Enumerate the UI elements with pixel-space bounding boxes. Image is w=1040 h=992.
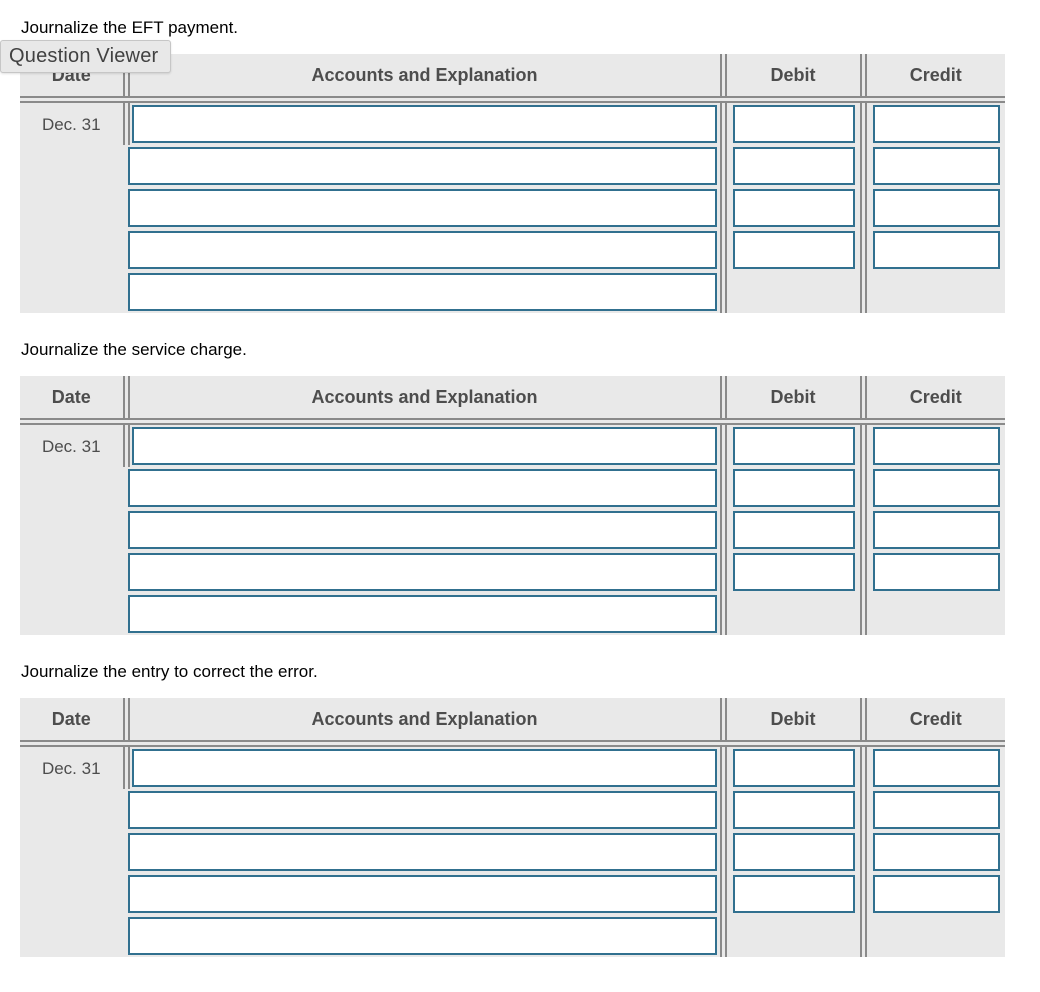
- explanation-input[interactable]: [128, 917, 717, 955]
- question-viewer-tooltip: Question Viewer: [0, 40, 172, 73]
- column-header-date: Date: [20, 698, 126, 747]
- debit-input[interactable]: [732, 105, 855, 143]
- empty-credit-cell: [859, 915, 1005, 957]
- empty-debit-cell: [719, 271, 863, 313]
- empty-credit-cell: [859, 271, 1005, 313]
- credit-input[interactable]: [872, 231, 1000, 269]
- empty-credit-cell: [859, 593, 1005, 635]
- credit-input[interactable]: [872, 189, 1000, 227]
- accounts-input[interactable]: [128, 833, 717, 871]
- credit-input[interactable]: [872, 105, 1000, 143]
- empty-debit-cell: [719, 915, 863, 957]
- accounts-input[interactable]: [128, 469, 717, 507]
- debit-input[interactable]: [732, 147, 855, 185]
- credit-input[interactable]: [872, 553, 1000, 591]
- section-title-service-charge: Journalize the service charge.: [21, 340, 247, 359]
- accounts-input[interactable]: [128, 231, 717, 269]
- column-header-credit: Credit: [859, 698, 1005, 747]
- journal-row: [20, 467, 1005, 509]
- column-header-accounts: Accounts and Explanation: [122, 698, 723, 747]
- journal-row: [20, 551, 1005, 593]
- column-header-credit: Credit: [859, 54, 1005, 103]
- journal-row: Dec. 31: [20, 421, 1005, 467]
- accounts-input[interactable]: [128, 147, 717, 185]
- column-header-debit: Debit: [719, 698, 863, 747]
- column-header-date: Date: [20, 376, 126, 425]
- journal-table-service-charge: Date Accounts and Explanation Debit Cred…: [20, 376, 1005, 635]
- journal-table-eft-payment: Date Accounts and Explanation Debit Cred…: [20, 54, 1005, 313]
- credit-input[interactable]: [872, 875, 1000, 913]
- debit-input[interactable]: [732, 791, 855, 829]
- credit-input[interactable]: [872, 791, 1000, 829]
- accounts-input[interactable]: [131, 105, 717, 143]
- date-cell: Dec. 31: [41, 115, 101, 134]
- journal-row: [20, 187, 1005, 229]
- explanation-input[interactable]: [128, 273, 717, 311]
- column-header-debit: Debit: [719, 376, 863, 425]
- credit-input[interactable]: [872, 749, 1000, 787]
- journal-row: [20, 509, 1005, 551]
- journal-row: [20, 873, 1005, 915]
- credit-input[interactable]: [872, 147, 1000, 185]
- credit-input[interactable]: [872, 427, 1000, 465]
- journal-row: [20, 831, 1005, 873]
- journal-explanation-row: [20, 271, 1005, 313]
- debit-input[interactable]: [732, 833, 855, 871]
- accounts-input[interactable]: [128, 511, 717, 549]
- accounts-input[interactable]: [131, 749, 717, 787]
- journal-row: Dec. 31: [20, 99, 1005, 145]
- accounts-input[interactable]: [128, 791, 717, 829]
- column-header-accounts: Accounts and Explanation: [122, 376, 723, 425]
- table-header-row: Date Accounts and Explanation Debit Cred…: [20, 54, 1005, 103]
- column-header-accounts: Accounts and Explanation: [122, 54, 723, 103]
- accounts-input[interactable]: [128, 553, 717, 591]
- section-title-correct-error: Journalize the entry to correct the erro…: [21, 662, 318, 681]
- date-cell: Dec. 31: [41, 437, 101, 456]
- date-cell: Dec. 31: [41, 759, 101, 778]
- journal-row: Dec. 31: [20, 743, 1005, 789]
- journal-row: [20, 145, 1005, 187]
- explanation-input[interactable]: [128, 595, 717, 633]
- accounts-input[interactable]: [128, 189, 717, 227]
- credit-input[interactable]: [872, 469, 1000, 507]
- section-title-eft-payment: Journalize the EFT payment.: [21, 18, 239, 37]
- journal-row: [20, 229, 1005, 271]
- debit-input[interactable]: [732, 749, 855, 787]
- column-header-debit: Debit: [719, 54, 863, 103]
- journal-row: [20, 789, 1005, 831]
- debit-input[interactable]: [732, 231, 855, 269]
- debit-input[interactable]: [732, 511, 855, 549]
- debit-input[interactable]: [732, 875, 855, 913]
- journal-table-correct-error: Date Accounts and Explanation Debit Cred…: [20, 698, 1005, 957]
- empty-debit-cell: [719, 593, 863, 635]
- column-header-credit: Credit: [859, 376, 1005, 425]
- debit-input[interactable]: [732, 427, 855, 465]
- credit-input[interactable]: [872, 511, 1000, 549]
- debit-input[interactable]: [732, 553, 855, 591]
- journal-explanation-row: [20, 593, 1005, 635]
- table-header-row: Date Accounts and Explanation Debit Cred…: [20, 376, 1005, 425]
- table-header-row: Date Accounts and Explanation Debit Cred…: [20, 698, 1005, 747]
- journal-explanation-row: [20, 915, 1005, 957]
- debit-input[interactable]: [732, 189, 855, 227]
- accounts-input[interactable]: [128, 875, 717, 913]
- accounts-input[interactable]: [131, 427, 717, 465]
- debit-input[interactable]: [732, 469, 855, 507]
- credit-input[interactable]: [872, 833, 1000, 871]
